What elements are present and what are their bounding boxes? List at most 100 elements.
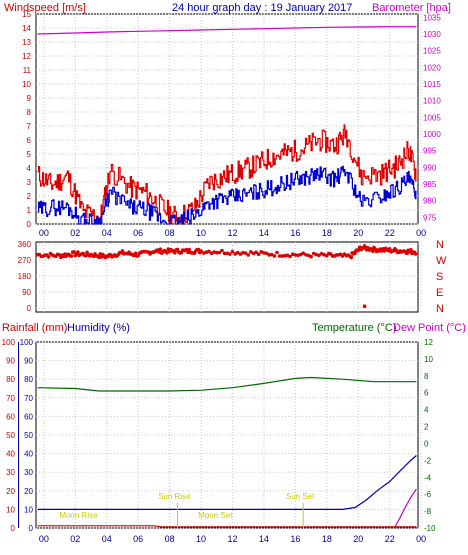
- compass-label: W: [436, 255, 447, 267]
- wind-tick-label: 2: [27, 192, 32, 201]
- barometer-tick-label: 980: [423, 197, 437, 206]
- barometer-tick-label: 975: [423, 213, 437, 222]
- humidity-axis-label: Humidity (%): [67, 322, 130, 334]
- temperature-tick-label: -6: [424, 490, 432, 499]
- wind-direction-point: [275, 250, 279, 255]
- wind-tick-label: 0: [27, 220, 32, 229]
- temperature-tick-label: 8: [424, 372, 429, 381]
- wind-tick-label: 10: [22, 80, 31, 89]
- humidity-tick-label: 0: [29, 524, 34, 533]
- x-tick-label: 12: [227, 228, 237, 238]
- x-tick-label: 02: [70, 228, 80, 238]
- barometer-tick-label: 1000: [423, 130, 441, 139]
- x-tick-label: 02: [70, 534, 80, 544]
- barometer-tick-label: 1015: [423, 80, 441, 89]
- direction-tick-label: 90: [22, 288, 31, 297]
- humidity-tick-label: 20: [24, 487, 33, 496]
- x-tick-label: 20: [353, 534, 363, 544]
- direction-tick-label: 0: [27, 304, 32, 313]
- humidity-axis-line: [18, 342, 19, 528]
- windspeed-axis-label: Windspeed [m/s]: [4, 2, 86, 14]
- humidity-tick-label: 30: [24, 468, 33, 477]
- humidity-tick-label: 50: [24, 431, 33, 440]
- humidity-tick-label: 70: [24, 394, 33, 403]
- wind-average-line: [37, 165, 417, 225]
- x-tick-label: 16: [290, 228, 300, 238]
- wind-tick-label: 8: [27, 108, 32, 117]
- barometer-tick-label: 1030: [423, 30, 441, 39]
- direction-tick-label: 180: [18, 272, 32, 281]
- wind-direction-series: [35, 244, 418, 309]
- wind-direction-point: [228, 252, 232, 256]
- barometer-tick-label: 995: [423, 147, 437, 156]
- compass-label: N: [436, 303, 444, 315]
- barometer-tick-label: 1035: [423, 13, 441, 22]
- wind-direction-point: [272, 254, 277, 258]
- wind-direction-point: [243, 251, 248, 255]
- wind-direction-point: [371, 249, 375, 253]
- wind-direction-point: [97, 255, 101, 260]
- wind-gust-line: [37, 124, 417, 225]
- x-tick-label: 22: [385, 228, 395, 238]
- wind-direction-point: [309, 254, 313, 259]
- wind-direction-point: [220, 248, 224, 253]
- direction-tick-label: 360: [18, 240, 32, 249]
- rainfall-tick-label: 40: [6, 450, 15, 459]
- x-tick-label: 04: [102, 534, 112, 544]
- wind-direction-point: [288, 254, 292, 259]
- x-tick-label: 08: [165, 534, 175, 544]
- wind-direction-point: [184, 247, 189, 252]
- wind-tick-label: 13: [22, 38, 31, 47]
- annotation-layer: Moon Rise Sun Rise Moon Set Sun Set: [59, 492, 315, 528]
- wind-direction-point: [196, 247, 201, 252]
- x-tick-label: 18: [322, 228, 332, 238]
- wind-tick-label: 4: [27, 164, 32, 173]
- direction-tick-label: 270: [18, 256, 32, 265]
- rainfall-line: [37, 525, 417, 528]
- temperature-tick-label: 6: [424, 389, 429, 398]
- wind-tick-label: 5: [27, 150, 32, 159]
- x-tick-label: 14: [259, 534, 269, 544]
- rainfall-tick-label: 10: [6, 505, 15, 514]
- wind-direction-point: [387, 247, 392, 251]
- wind-direction-point: [246, 253, 250, 257]
- x-tick-label: 00: [416, 534, 426, 544]
- barometer-tick-label: 1020: [423, 63, 441, 72]
- wind-direction-point: [209, 251, 214, 256]
- wind-tick-label: 14: [22, 24, 31, 33]
- wind-direction-point: [254, 250, 258, 255]
- x-tick-label: 00: [39, 228, 49, 238]
- rainfall-tick-label: 100: [2, 338, 16, 347]
- wind-direction-point: [317, 253, 321, 258]
- wind-direction-point: [76, 250, 80, 254]
- x-tick-label: 08: [165, 228, 175, 238]
- wind-direction-point: [187, 247, 192, 252]
- wind-direction-point: [173, 250, 177, 255]
- wind-direction-point: [72, 250, 76, 254]
- wind-tick-label: 9: [27, 94, 32, 103]
- wind-direction-point: [69, 254, 74, 258]
- temperature-tick-label: 0: [424, 439, 429, 448]
- x-tick-label: 14: [259, 228, 269, 238]
- series-layer: [35, 26, 418, 529]
- barometer-tick-label: 985: [423, 180, 437, 189]
- humidity-tick-label: 40: [24, 450, 33, 459]
- x-tick-label: 04: [102, 228, 112, 238]
- humidity-tick-label: 80: [24, 375, 33, 384]
- moon-set-annotation: Moon Set: [198, 511, 233, 520]
- wind-direction-point: [199, 249, 203, 253]
- sun-set-annotation: Sun Set: [286, 492, 315, 501]
- barometer-tick-label: 1005: [423, 113, 441, 122]
- rainfall-tick-label: 80: [6, 375, 15, 384]
- rainfall-axis-label: Rainfall (mm): [2, 322, 67, 334]
- wind-direction-point: [217, 250, 222, 255]
- wind-direction-point: [277, 254, 282, 258]
- humidity-tick-label: 10: [24, 505, 33, 514]
- x-tick-label: 20: [353, 228, 363, 238]
- humidity-tick-label: 100: [20, 338, 34, 347]
- temperature-tick-label: 12: [424, 338, 433, 347]
- wind-tick-label: 11: [23, 66, 32, 75]
- wind-tick-label: 12: [22, 52, 31, 61]
- wind-direction-point: [133, 251, 138, 256]
